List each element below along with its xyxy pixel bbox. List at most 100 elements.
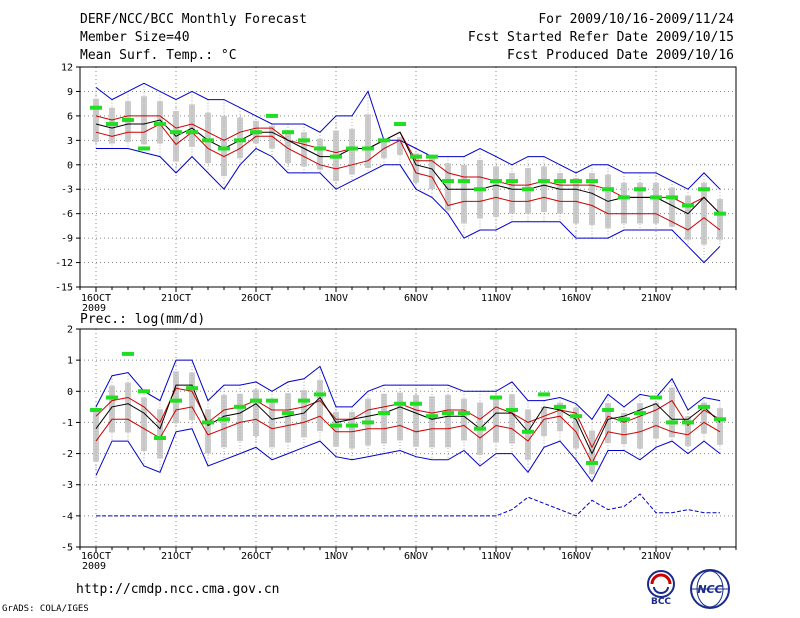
website-url[interactable]: http://cmdp.ncc.cma.gov.cn <box>76 582 280 597</box>
median-marker <box>618 417 630 422</box>
y-tick-label: -4 <box>61 511 73 522</box>
spread-box <box>669 187 675 227</box>
spread-box <box>397 137 403 155</box>
median-marker <box>346 146 358 151</box>
spread-box <box>685 195 691 240</box>
spread-box <box>237 393 243 442</box>
x-tick-label: 1NOV <box>324 293 348 304</box>
median-marker <box>234 404 246 409</box>
x-tick-label: 16NOV <box>561 551 591 562</box>
median-marker <box>538 179 550 184</box>
variable-label: Mean Surf. Temp.: °C <box>80 48 237 63</box>
series-mean <box>95 384 721 455</box>
spread-box <box>701 182 707 245</box>
median-marker <box>250 130 262 135</box>
spread-box <box>141 96 147 145</box>
median-marker <box>106 122 118 127</box>
y-tick-label: 3 <box>67 136 73 147</box>
median-marker <box>554 404 566 409</box>
y-tick-label: -3 <box>61 185 73 196</box>
series-min <box>96 147 721 264</box>
median-marker <box>186 386 198 391</box>
series-mean <box>95 119 721 215</box>
series-max <box>95 82 721 190</box>
spread-box <box>461 398 467 441</box>
median-marker <box>202 138 214 143</box>
spread-box <box>173 371 179 424</box>
median-marker <box>458 411 470 416</box>
series-lower <box>95 406 721 464</box>
spread-box <box>509 394 515 444</box>
x-tick-label: 11NOV <box>481 293 511 304</box>
x-tick-label: 16OCT <box>81 551 111 562</box>
median-marker <box>266 398 278 403</box>
series-floor <box>96 493 720 517</box>
median-marker <box>698 404 710 409</box>
median-marker <box>682 203 694 208</box>
y-tick-label: -3 <box>61 480 73 491</box>
spread-box <box>221 115 227 177</box>
median-marker <box>538 392 550 397</box>
median-marker <box>586 179 598 184</box>
series-lower <box>95 123 721 231</box>
median-marker <box>122 351 134 356</box>
x-tick-label: 1NOV <box>324 551 348 562</box>
median-marker <box>282 411 294 416</box>
bcc-logo: BCC <box>647 570 675 606</box>
median-marker <box>362 146 374 151</box>
median-marker <box>490 395 502 400</box>
y-tick-label: -12 <box>55 258 73 269</box>
member-size: Member Size=40 <box>80 30 190 45</box>
y-tick-label: -9 <box>61 234 73 245</box>
median-marker <box>122 117 134 122</box>
spread-box <box>365 114 371 169</box>
ncc-logo-text: NCC <box>697 583 722 596</box>
median-marker <box>298 398 310 403</box>
median-marker <box>554 179 566 184</box>
median-marker <box>410 154 422 159</box>
median-marker <box>570 179 582 184</box>
spread-box <box>701 402 707 434</box>
produced-date: Fcst Produced Date 2009/10/16 <box>507 48 734 63</box>
median-marker <box>362 420 374 425</box>
x-tick-label: 21OCT <box>161 293 191 304</box>
x-tick-label: 11NOV <box>481 551 511 562</box>
median-marker <box>586 460 598 465</box>
median-marker <box>90 105 102 110</box>
median-marker <box>570 414 582 419</box>
x-tick-label: 21NOV <box>641 293 671 304</box>
x-tick-label: 21OCT <box>161 551 191 562</box>
median-marker <box>378 411 390 416</box>
median-marker <box>266 113 278 118</box>
spread-box <box>349 128 355 175</box>
y-tick-label: -5 <box>61 543 73 554</box>
y-tick-label: 9 <box>67 87 73 98</box>
x-year-label: 2009 <box>82 303 106 314</box>
median-marker <box>490 179 502 184</box>
median-marker <box>442 411 454 416</box>
spread-box <box>381 140 387 159</box>
spread-box <box>269 398 275 448</box>
median-marker <box>698 187 710 192</box>
median-marker <box>714 417 726 422</box>
spread-box <box>125 382 131 433</box>
median-marker <box>474 426 486 431</box>
spread-box <box>429 158 435 190</box>
spread-box <box>589 172 595 226</box>
median-marker <box>410 401 422 406</box>
plot-frame <box>79 66 737 288</box>
median-marker <box>138 389 150 394</box>
grads-credit: GrADS: COLA/IGES <box>2 604 89 614</box>
panel-title: Prec.: log(mm/d) <box>80 312 205 327</box>
median-marker <box>234 138 246 143</box>
x-year-label: 2009 <box>82 561 106 572</box>
median-marker <box>170 398 182 403</box>
median-marker <box>138 146 150 151</box>
x-tick-label: 16OCT <box>81 293 111 304</box>
spread-box <box>397 392 403 441</box>
y-tick-label: 0 <box>67 160 73 171</box>
y-tick-label: 0 <box>67 387 73 398</box>
median-marker <box>250 398 262 403</box>
spread-box <box>653 402 659 439</box>
median-marker <box>522 187 534 192</box>
